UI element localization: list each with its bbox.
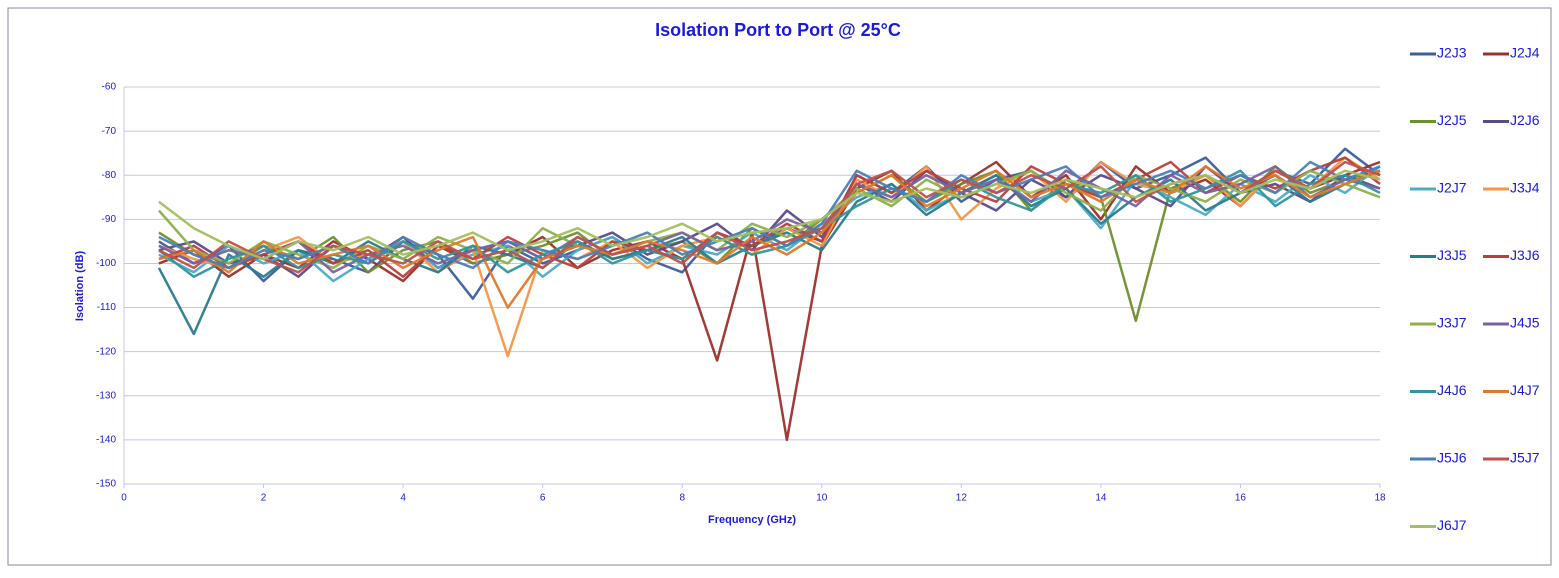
series-line — [158, 160, 1381, 270]
x-tick-label: 10 — [816, 493, 828, 504]
chart-frame — [7, 7, 1552, 566]
x-tick-label: 2 — [261, 493, 267, 504]
series-line — [157, 169, 1381, 336]
y-tick-label: -130 — [96, 390, 116, 401]
x-tick-label: 18 — [1374, 493, 1386, 504]
x-tick-label: 0 — [121, 493, 127, 504]
legend-label: J3J4 — [1510, 180, 1540, 196]
legend-label: J3J5 — [1437, 247, 1467, 263]
legend-label: J2J3 — [1437, 45, 1467, 61]
legend-label: J4J5 — [1510, 315, 1540, 331]
legend-label: J4J7 — [1510, 382, 1540, 398]
series-line — [158, 169, 1381, 278]
x-tick-label: 4 — [400, 493, 406, 504]
legend-label: J5J6 — [1437, 450, 1467, 466]
series-line — [158, 169, 1381, 261]
y-tick-label: -110 — [97, 302, 117, 313]
y-tick-label: -80 — [102, 170, 117, 181]
x-tick-label: 6 — [540, 493, 546, 504]
x-tick-label: 12 — [956, 493, 968, 504]
chart-title: Isolation Port to Port @ 25°C — [655, 20, 901, 40]
legend-label: J4J6 — [1437, 382, 1467, 398]
y-tick-label: -90 — [102, 214, 117, 225]
x-tick-label: 14 — [1095, 493, 1107, 504]
legend-label: J3J6 — [1510, 247, 1540, 263]
x-tick-label: 8 — [679, 493, 685, 504]
y-axis-label: Isolation (dB) — [74, 251, 86, 322]
y-tick-label: -140 — [96, 435, 116, 446]
y-tick-label: -120 — [96, 346, 116, 357]
legend-label: J5J7 — [1510, 450, 1540, 466]
y-tick-label: -70 — [102, 126, 117, 137]
y-tick-label: -100 — [96, 258, 116, 269]
legend-label: J2J7 — [1437, 180, 1467, 196]
legend-label: J2J5 — [1437, 112, 1467, 128]
x-axis-label: Frequency (GHz) — [708, 514, 796, 526]
legend-label: J3J7 — [1437, 315, 1467, 331]
legend-label: J2J6 — [1510, 112, 1540, 128]
legend-label: J6J7 — [1437, 517, 1467, 533]
y-tick-label: -150 — [96, 479, 116, 490]
y-tick-label: -60 — [102, 82, 117, 93]
x-tick-label: 16 — [1235, 493, 1247, 504]
legend-label: J2J4 — [1510, 45, 1540, 61]
